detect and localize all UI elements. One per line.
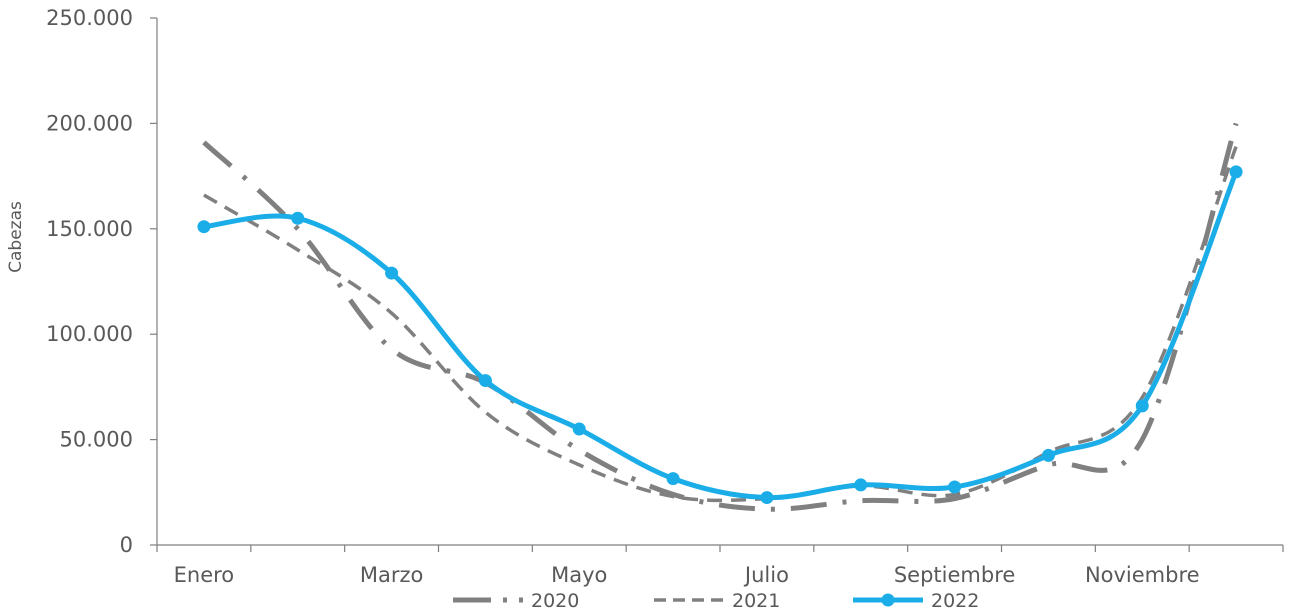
data-point-2022 [760, 491, 774, 505]
x-tick-label: Julio [743, 563, 789, 587]
y-tick-label: 50.000 [60, 428, 133, 452]
series-line-2020 [202, 122, 1239, 512]
data-point-2022 [666, 472, 680, 486]
data-point-2022 [478, 374, 492, 388]
axes [156, 18, 1283, 546]
legend-marker-2022 [881, 593, 895, 607]
series-line-2022 [203, 170, 1239, 501]
x-tick-label: Septiembre [894, 563, 1015, 587]
x-axis-ticks: Enero Marzo Mayo Julio Septiembre Noviembre [156, 545, 1284, 587]
series-lines [197, 122, 1243, 512]
y-tick-label: 150.000 [46, 217, 133, 241]
y-tick-label: 200.000 [46, 111, 133, 135]
y-tick-label: 100.000 [46, 322, 133, 346]
legend-label-2021: 2021 [732, 590, 780, 612]
data-point-2022 [1229, 165, 1243, 179]
x-tick-label: Enero [174, 563, 235, 587]
y-axis-ticks: 0 50.000 100.000 150.000 200.000 250.000 [46, 6, 157, 557]
x-tick-label: Noviembre [1085, 563, 1200, 587]
data-point-2022 [572, 422, 586, 436]
data-point-2022 [291, 211, 305, 225]
data-point-2022 [948, 480, 962, 494]
data-point-2022 [197, 220, 211, 234]
legend-label-2020: 2020 [531, 590, 579, 612]
y-axis-title: Cabezas [6, 201, 26, 273]
x-tick-label: Marzo [360, 563, 424, 587]
y-tick-label: 250.000 [46, 6, 133, 30]
data-point-2022 [1041, 448, 1055, 462]
data-point-2022 [1135, 399, 1149, 413]
legend: 2020 2021 2022 [453, 590, 979, 612]
data-point-2022 [854, 478, 868, 492]
y-tick-label: 0 [120, 533, 133, 557]
data-point-2022 [385, 266, 399, 280]
x-tick-label: Mayo [551, 563, 607, 587]
series-line-2021 [203, 145, 1238, 503]
legend-label-2022: 2022 [931, 590, 979, 612]
